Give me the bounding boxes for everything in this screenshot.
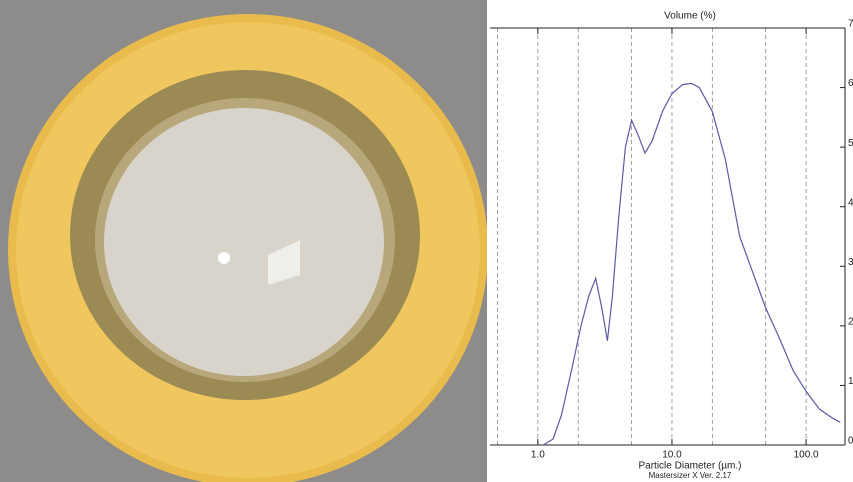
y-tick-label: 1 <box>848 376 853 387</box>
photo <box>0 0 488 482</box>
page: Volume (%) Particle Diameter (µm.) Maste… <box>0 0 853 482</box>
note: Mastersizer X Ver. 2.17 <box>649 471 732 480</box>
y-tick-label: 3 <box>848 257 853 268</box>
x-tick-label: 100.0 <box>794 450 819 461</box>
y-tick-label: 2 <box>848 316 853 327</box>
x-tick-label: 10.0 <box>662 450 682 461</box>
y-tick-label: 5 <box>848 138 853 149</box>
reflection <box>218 252 230 264</box>
x-axis-label: Particle Diameter (µm.) <box>639 461 742 472</box>
y-tick-label: 0 <box>848 436 853 447</box>
y-tick-label: 4 <box>848 197 853 208</box>
y-tick-label: 6 <box>848 78 853 89</box>
chart-title: Volume (%) <box>664 11 716 22</box>
chart-background <box>487 0 853 482</box>
y-tick-label: 7 <box>848 19 853 30</box>
x-tick-label: 1.0 <box>531 450 545 461</box>
liquid-disk <box>104 108 384 376</box>
